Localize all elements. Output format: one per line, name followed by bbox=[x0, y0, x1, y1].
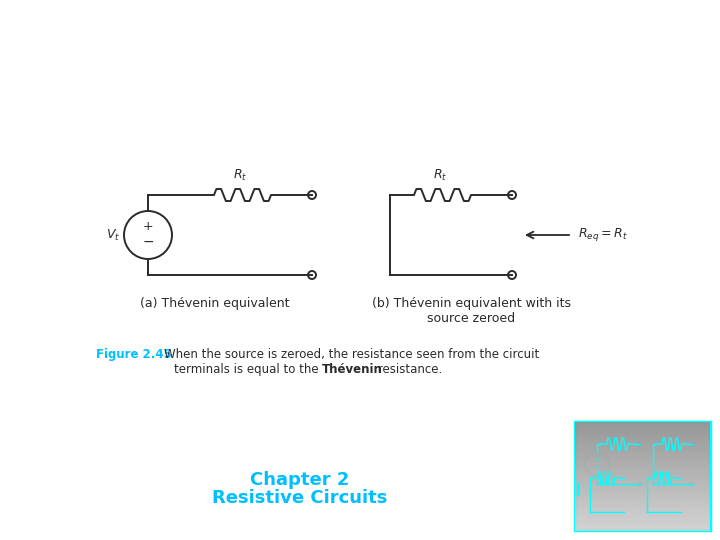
Text: terminals is equal to the: terminals is equal to the bbox=[174, 363, 323, 376]
Circle shape bbox=[638, 442, 642, 446]
Text: −: − bbox=[142, 235, 154, 249]
Text: (a) Thévenin equivalent: (a) Thévenin equivalent bbox=[140, 297, 289, 310]
Text: Chapter 2: Chapter 2 bbox=[251, 471, 350, 489]
Text: $R_{eq} = R_t$: $R_{eq} = R_t$ bbox=[578, 226, 628, 244]
Circle shape bbox=[691, 442, 695, 446]
Text: $R_t$: $R_t$ bbox=[233, 168, 248, 183]
Text: Figure 2.45: Figure 2.45 bbox=[96, 348, 172, 361]
Bar bbox=[575, 422, 710, 530]
Text: Thévenin: Thévenin bbox=[322, 363, 383, 376]
Text: −: − bbox=[594, 465, 600, 471]
Text: +: + bbox=[594, 457, 600, 463]
Circle shape bbox=[638, 482, 642, 486]
Text: $R_t$: $R_t$ bbox=[433, 168, 448, 183]
Text: resistance.: resistance. bbox=[374, 363, 442, 376]
Circle shape bbox=[308, 271, 316, 279]
Circle shape bbox=[691, 482, 695, 486]
Text: +: + bbox=[143, 220, 153, 233]
Text: Resistive Circuits: Resistive Circuits bbox=[212, 489, 387, 507]
Text: (b) Thévenin equivalent with its
source zeroed: (b) Thévenin equivalent with its source … bbox=[372, 297, 570, 325]
Text: $V_t$: $V_t$ bbox=[106, 227, 120, 242]
Circle shape bbox=[508, 271, 516, 279]
Text: When the source is zeroed, the resistance seen from the circuit: When the source is zeroed, the resistanc… bbox=[164, 348, 539, 361]
Circle shape bbox=[308, 191, 316, 199]
Circle shape bbox=[508, 191, 516, 199]
